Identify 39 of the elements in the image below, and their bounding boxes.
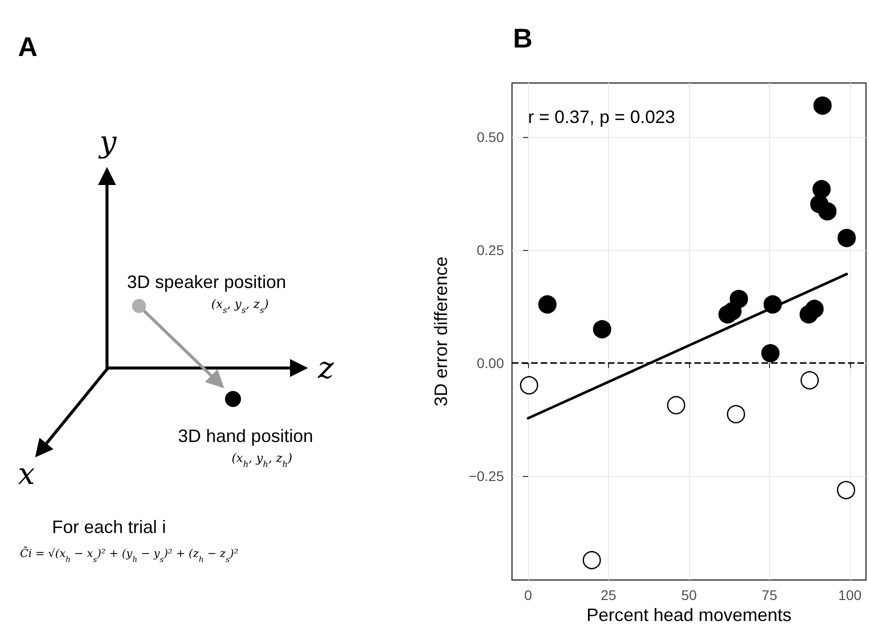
y-tick-label: 0.50: [476, 129, 504, 146]
text: z: [317, 351, 334, 386]
annotation: r = 0.37, p = 0.023: [528, 107, 676, 127]
point: [818, 202, 837, 220]
text: For each trial i: [52, 517, 166, 537]
text: (x$_{s}$, y$_{s}$, z$_{s}$): [211, 297, 270, 315]
point: [592, 320, 612, 338]
x-tick-label: 0: [524, 587, 532, 603]
point: [726, 405, 746, 424]
text: A: [18, 32, 38, 62]
x-axis-title: Percent head movements: [586, 605, 792, 625]
text: x: [18, 457, 35, 492]
point: [761, 344, 780, 362]
point: [800, 371, 819, 390]
text: 3D hand position: [178, 426, 314, 446]
x-tick-label: 25: [600, 587, 617, 603]
x-tick-label: 50: [681, 587, 697, 603]
text: (x$_{h}$, y$_{h}$, z$_{h}$): [232, 451, 293, 469]
point: [836, 480, 856, 500]
y-axis-title: 3D error difference: [431, 256, 451, 406]
point: [520, 376, 538, 394]
point: [838, 228, 856, 248]
point: [582, 550, 601, 570]
x-tick-label: 100: [838, 587, 862, 603]
point: [666, 396, 686, 414]
point: [538, 295, 557, 314]
y-tick-label: −0.25: [468, 468, 504, 484]
y-tick-label: 0.00: [476, 355, 504, 372]
point: [730, 290, 748, 308]
y-tick-label: 0.25: [476, 242, 504, 258]
chart-title: B: [513, 24, 532, 54]
text: C̄i = √(x$_{h}$ − x$_{s}$)² + (y$_{h}$ − y$_{s}$)² + (z$_{h}$ − z$_{s}$)²: [20, 547, 238, 564]
x-tick-label: 75: [762, 587, 778, 603]
point: [764, 295, 782, 314]
point: [805, 300, 824, 318]
text: 3D speaker position: [127, 272, 286, 292]
point: [812, 180, 831, 198]
point: [813, 96, 832, 115]
text: y: [98, 125, 118, 160]
